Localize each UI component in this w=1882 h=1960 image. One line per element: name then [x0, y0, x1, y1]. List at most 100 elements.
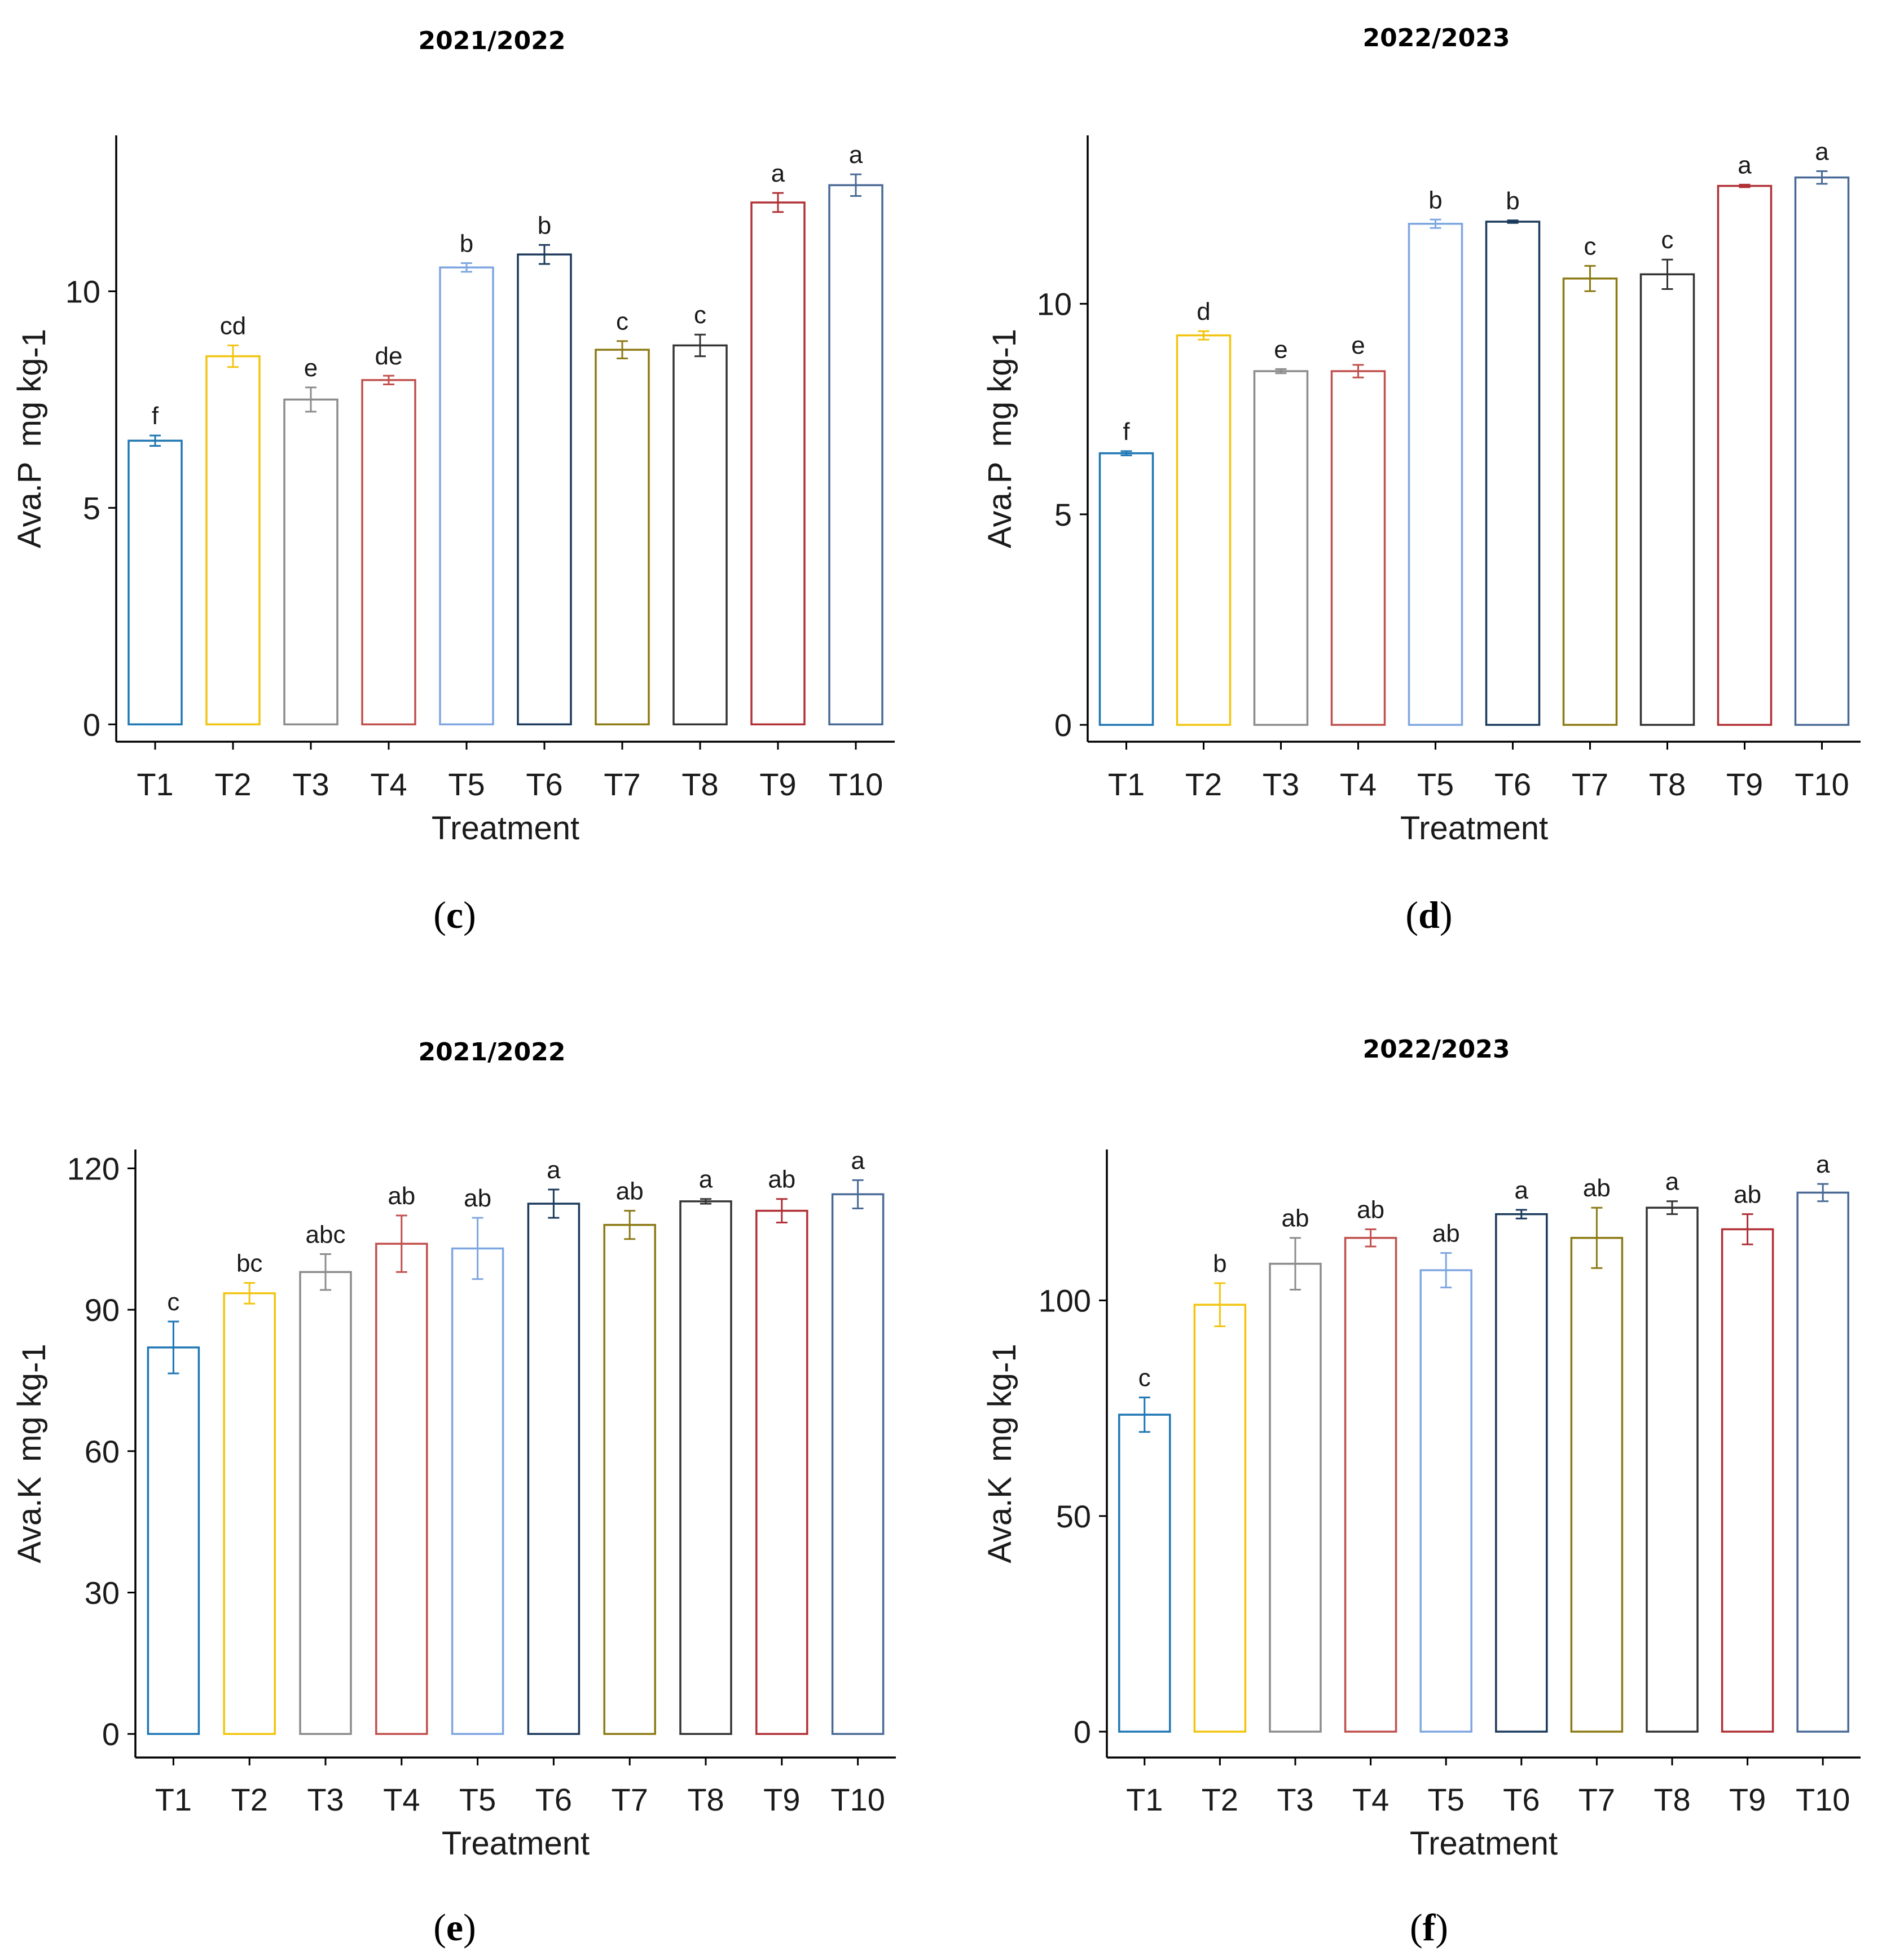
bar-t1 — [1118, 1413, 1171, 1733]
x-tick-label: T5 — [1428, 1782, 1465, 1817]
x-tick-label: T1 — [1108, 767, 1145, 802]
significance-letter: c — [167, 1288, 179, 1316]
chart-title: 2021/2022 — [419, 27, 566, 55]
bar-t10 — [831, 1193, 885, 1735]
x-tick-label: T2 — [214, 767, 251, 802]
significance-letter: b — [1213, 1250, 1226, 1278]
bar-t9 — [1717, 184, 1773, 726]
x-tick-label: T6 — [535, 1782, 572, 1817]
bar-t7 — [603, 1223, 656, 1735]
y-tick-label: 50 — [1056, 1499, 1091, 1534]
y-tick-label: 10 — [1037, 287, 1072, 322]
x-tick-label: T10 — [830, 1782, 885, 1817]
bar-t5 — [451, 1247, 504, 1735]
y-axis-title-exponent: -1 — [16, 329, 52, 358]
x-tick-label: T10 — [1795, 767, 1849, 802]
significance-letter: c — [1138, 1364, 1151, 1392]
significance-letter: c — [694, 301, 706, 329]
y-tick-label: 100 — [1039, 1283, 1091, 1319]
significance-letter: b — [1506, 187, 1519, 215]
x-tick-label: T9 — [1726, 767, 1763, 802]
significance-letter: a — [1738, 151, 1752, 179]
bar-t9 — [750, 201, 806, 726]
bar-t7 — [1570, 1236, 1624, 1733]
x-tick-label: T6 — [1494, 767, 1531, 802]
y-axis-title: Ava.P mg kg-1 — [982, 329, 1023, 548]
bar-t7 — [595, 349, 650, 726]
x-axis-title: Treatment — [442, 1825, 590, 1862]
x-tick-label: T8 — [1654, 1782, 1690, 1817]
y-tick-label: 120 — [67, 1151, 120, 1186]
bar-t5 — [1408, 223, 1463, 726]
y-axis-title-unit: mg kg — [982, 358, 1018, 447]
x-tick-label: T1 — [137, 767, 173, 802]
bar-t10 — [828, 184, 883, 726]
bar-t3 — [299, 1271, 352, 1735]
chart-panel-c: 2021/2022 0 5 10 Ava.P mg kg-1 f T1 cd T2 e T3 de T4 b… — [11, 27, 895, 936]
bar-t4 — [1344, 1236, 1397, 1733]
significance-letter: a — [1816, 1151, 1830, 1178]
bar-t6 — [1495, 1213, 1548, 1733]
bar-t4 — [361, 379, 416, 726]
bar-t2 — [1193, 1303, 1247, 1733]
significance-letter: bc — [236, 1249, 262, 1277]
y-axis-title-exponent: -1 — [16, 1344, 52, 1373]
x-tick-label: T5 — [459, 1782, 496, 1817]
x-axis-title: Treatment — [432, 810, 579, 847]
significance-letter: a — [1815, 138, 1829, 165]
y-axis-title: Ava.K mg kg-1 — [982, 1344, 1023, 1563]
bar-t4 — [375, 1243, 428, 1735]
x-tick-label: T10 — [829, 767, 883, 802]
x-tick-label: T2 — [1202, 1782, 1238, 1817]
bar-t3 — [1269, 1262, 1322, 1733]
y-tick-label: 5 — [1054, 497, 1072, 532]
bar-t8 — [672, 344, 728, 726]
significance-letter: e — [304, 354, 318, 382]
bar-t8 — [1639, 273, 1695, 726]
significance-letter: d — [1197, 298, 1210, 325]
x-tick-label: T8 — [687, 1782, 724, 1817]
bar-t5 — [439, 266, 494, 726]
y-tick-label: 0 — [1074, 1714, 1091, 1750]
y-axis-title: Ava.K mg kg-1 — [11, 1344, 52, 1563]
panel-label-letter: f — [1423, 1906, 1436, 1949]
bar-t2 — [1176, 334, 1232, 726]
y-tick-label: 60 — [85, 1434, 120, 1469]
x-tick-label: T6 — [526, 767, 562, 802]
x-tick-label: T8 — [1649, 767, 1686, 802]
y-tick-label: 30 — [85, 1575, 120, 1611]
y-axis-title-exponent: -1 — [986, 1344, 1023, 1373]
significance-letter: abc — [306, 1221, 346, 1249]
y-tick-label: 0 — [102, 1716, 120, 1752]
x-tick-label: T7 — [1572, 767, 1608, 802]
significance-letter: a — [849, 141, 863, 169]
significance-letter: a — [699, 1166, 713, 1193]
bar-t6 — [527, 1203, 581, 1735]
x-tick-label: T4 — [370, 767, 407, 802]
x-tick-label: T3 — [1263, 767, 1299, 802]
bar-t2 — [205, 355, 261, 726]
significance-letter: e — [1274, 336, 1287, 363]
x-tick-label: T4 — [1340, 767, 1377, 802]
significance-letter: b — [1428, 186, 1442, 214]
x-tick-label: T9 — [763, 1782, 800, 1817]
panel-label-close-paren: ) — [463, 893, 476, 936]
bar-t8 — [1646, 1206, 1699, 1733]
panel-label-close-paren: ) — [1435, 1906, 1448, 1949]
panel-label-letter: d — [1418, 893, 1440, 936]
panel-label-open-paren: ( — [1410, 1906, 1423, 1949]
bar-t10 — [1794, 176, 1850, 726]
significance-letter: ab — [464, 1184, 491, 1212]
panel-label: (c) — [433, 893, 476, 936]
significance-letter: f — [1123, 418, 1130, 446]
panel-label: (e) — [433, 1906, 476, 1949]
y-axis-title-unit: mg kg — [982, 1373, 1018, 1462]
x-tick-label: T3 — [307, 1782, 344, 1817]
x-axis-title: Treatment — [1410, 1825, 1558, 1862]
significance-letter: ab — [1583, 1174, 1611, 1202]
panel-label-letter: c — [446, 893, 463, 936]
x-tick-label: T10 — [1796, 1782, 1850, 1817]
x-tick-label: T3 — [1277, 1782, 1313, 1817]
chart-title: 2022/2023 — [1363, 1035, 1510, 1064]
